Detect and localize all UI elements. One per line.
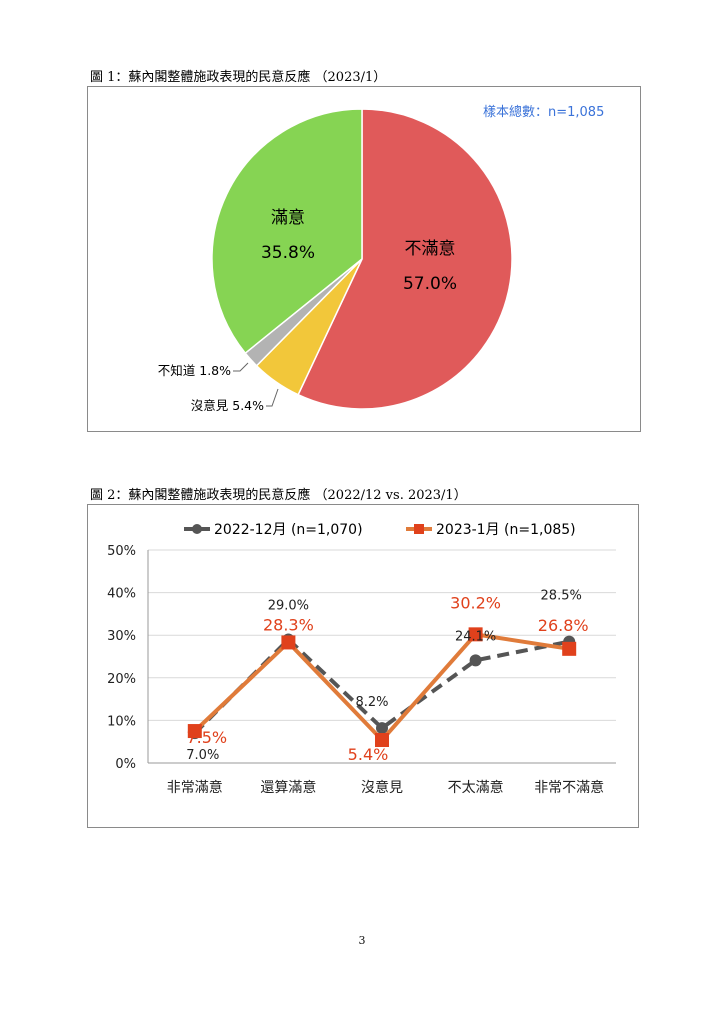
data-point-2023-1 — [562, 641, 577, 656]
legend-label-2023-1: 2023-1月 (n=1,085) — [436, 522, 576, 538]
pie-label-no-opinion: 沒意見 5.4% — [191, 398, 264, 413]
data-label-2023-1: 5.4% — [348, 745, 389, 764]
data-label-2023-1: 26.8% — [538, 616, 589, 635]
data-point-2023-1 — [187, 724, 202, 739]
data-label-2023-1: 30.2% — [450, 593, 501, 612]
pie-label-dissatisfied: 不滿意 — [405, 239, 456, 259]
data-point-2023-1 — [281, 635, 296, 650]
y-tick-label: 0% — [115, 757, 136, 772]
pie-chart: 樣本總數：n=1,085 滿意 35.8% 不滿意 57.0% 不知道 1.8%… — [158, 104, 605, 413]
leader-line-dont-know — [233, 362, 249, 372]
pie-chart-frame: 樣本總數：n=1,085 滿意 35.8% 不滿意 57.0% 不知道 1.8%… — [87, 86, 641, 432]
figure1-caption: 圖 1：蘇內閣整體施政表現的民意反應 （2023/1） — [90, 70, 387, 85]
data-point-2022-12 — [376, 722, 388, 735]
data-point-2023-1 — [468, 627, 483, 642]
data-label-2022-12: 8.2% — [355, 695, 388, 710]
legend: 2022-12月 (n=1,070) 2023-1月 (n=1,085) — [184, 522, 576, 538]
y-tick-label: 30% — [107, 629, 136, 644]
data-label-2022-12: 7.0% — [186, 748, 219, 763]
sample-size-note: 樣本總數：n=1,085 — [483, 104, 604, 120]
y-tick-label: 20% — [107, 672, 136, 687]
leader-line-no-opinion — [266, 388, 279, 407]
data-label-2022-12: 24.1% — [455, 629, 496, 644]
legend-marker-2022-12 — [192, 524, 202, 534]
data-point-2023-1 — [375, 732, 389, 747]
x-tick-label: 不太滿意 — [448, 779, 504, 796]
x-tick-label: 沒意見 — [361, 779, 403, 796]
x-tick-label: 還算滿意 — [260, 779, 316, 796]
series-line-2022-12 — [193, 636, 570, 735]
pie-label-dont-know: 不知道 1.8% — [158, 363, 231, 378]
pie-slice-dissatisfied — [297, 108, 513, 410]
pie-label-satisfied: 滿意 — [271, 208, 305, 228]
data-point-2022-12 — [469, 654, 482, 667]
legend-marker-2023-1 — [414, 524, 424, 534]
y-tick-label: 40% — [107, 587, 136, 602]
data-label-2022-12: 29.0% — [268, 598, 309, 613]
line-chart-frame: 2022-12月 (n=1,070) 2023-1月 (n=1,085) 0% 1… — [87, 504, 639, 828]
figure2-caption: 圖 2：蘇內閣整體施政表現的民意反應 （2022/12 vs. 2023/1） — [90, 488, 467, 503]
legend-label-2022-12: 2022-12月 (n=1,070) — [214, 522, 363, 538]
data-label-2023-1: 7.5% — [186, 728, 227, 747]
x-tick-label: 非常不滿意 — [534, 779, 604, 796]
line-chart: 2022-12月 (n=1,070) 2023-1月 (n=1,085) 0% 1… — [107, 522, 616, 796]
pie-slice-satisfied — [211, 108, 363, 355]
pie-value-satisfied: 35.8% — [261, 243, 315, 263]
pie-value-dissatisfied: 57.0% — [403, 274, 457, 294]
page-number: 3 — [358, 934, 366, 947]
x-tick-label: 非常滿意 — [167, 779, 223, 796]
data-label-2022-12: 28.5% — [541, 589, 582, 604]
data-label-2023-1: 28.3% — [263, 615, 314, 634]
y-tick-label: 50% — [107, 544, 136, 559]
y-tick-label: 10% — [107, 714, 136, 729]
